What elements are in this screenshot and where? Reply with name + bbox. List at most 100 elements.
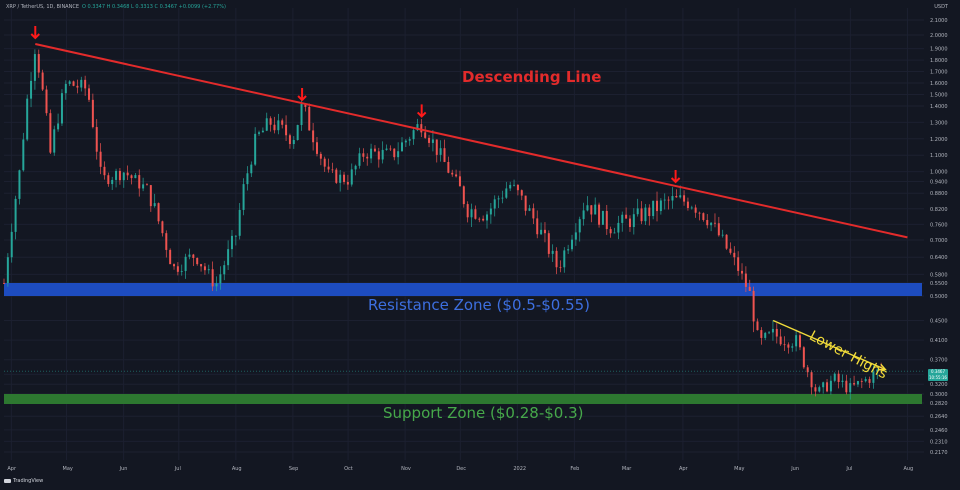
candle-body [783,344,786,346]
candle-body [416,124,419,131]
descending-trend-line [35,43,908,239]
candle-body [841,380,844,382]
y-tick-label: 1.4000 [930,104,948,110]
candle-body [601,210,604,225]
y-tick-label: 0.3000 [930,392,948,398]
candle-body [683,195,686,202]
candle-body [165,233,168,250]
candle-body [868,379,871,383]
candle-body [571,239,574,250]
candle-body [188,254,191,257]
candle-body [319,153,322,159]
x-tick-label: Apr [7,466,17,472]
candle-body [713,222,716,224]
candle-body [366,156,369,159]
candle-body [555,250,558,268]
candle-body [690,207,693,209]
y-tick-label: 1.2000 [930,137,948,143]
descending-line-label: Descending Line [462,68,602,86]
candle-body [798,335,801,348]
candle-body [246,173,249,185]
candle-body [775,328,778,337]
y-tick-label: 2.0000 [930,33,948,39]
candle-body [122,172,125,181]
candle-body [547,233,550,254]
candle-body [285,124,288,136]
candle-body [149,185,152,207]
candle-body [532,208,535,219]
tradingview-brand: TradingView [13,478,44,484]
y-tick-label: 0.3200 [930,382,948,388]
y-tick-label: 0.5000 [930,294,948,300]
candle-body [829,380,832,392]
candle-body [810,372,813,388]
candle-body [300,103,303,126]
candle-body [343,174,346,182]
candle-body [725,234,728,249]
x-tick-label: Jun [119,466,128,472]
y-tick-label: 0.2170 [930,450,948,456]
candle-body [455,174,458,177]
x-tick-label: Oct [344,466,353,472]
candle-body [864,379,867,382]
y-tick-label: 1.0000 [930,170,948,176]
candle-body [675,196,678,198]
candle-body [68,81,71,84]
candle-body [428,137,431,143]
candle-body [30,80,33,99]
candle-body [876,369,879,372]
candle-body [856,381,859,385]
candle-body [814,387,817,392]
candle-body [350,169,353,185]
candle-body [358,153,361,166]
candle-body [771,328,774,333]
x-tick-label: May [734,466,744,472]
candle-body [238,209,241,236]
candle-body [505,188,508,198]
candle-body [339,174,342,183]
candle-body [115,170,118,180]
candle-body [22,139,25,171]
candle-body [451,172,454,175]
price-unit: USDT [934,4,948,10]
x-tick-label: Aug [232,466,242,472]
candle-body [103,166,106,176]
y-tick-label: 0.7600 [930,222,948,228]
candle-body [667,199,670,201]
candle-body [142,184,145,189]
y-tick-label: 0.2460 [930,428,948,434]
candle-body [126,172,129,176]
candle-body [590,205,593,215]
x-tick-label: Dec [456,466,466,472]
candle-body [826,382,829,392]
candle-body [474,209,477,219]
candle-body [377,151,380,160]
candle-body [733,252,736,258]
candle-body [49,113,52,153]
candle-body [64,83,67,94]
candle-body [501,197,504,199]
candle-body [516,184,519,191]
candle-body [219,274,222,284]
candle-body [200,264,203,267]
x-tick-label: 2022 [513,466,526,472]
x-tick-label: Apr [679,466,689,472]
top-arrow-head [297,95,307,102]
candle-body [845,380,848,393]
candle-body [173,264,176,267]
candle-body [648,207,651,217]
candle-body [752,290,755,322]
candle-body [95,127,98,152]
tradingview-logo[interactable]: TradingView [4,478,43,484]
candle-body [169,249,172,265]
candle-body [80,79,83,88]
candle-body [744,273,747,287]
candle-body [37,54,40,73]
candle-body [118,170,121,181]
y-tick-label: 0.4500 [930,319,948,325]
x-tick-label: Mar [622,466,632,472]
candle-body [663,199,666,201]
candle-body [153,203,156,207]
